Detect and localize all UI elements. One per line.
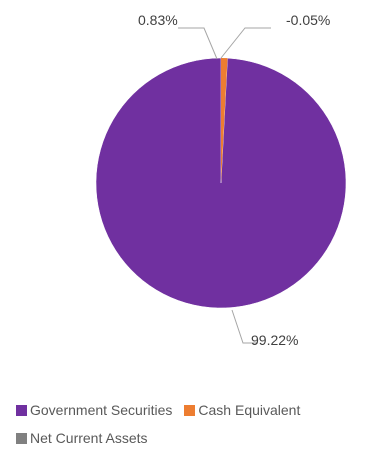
pie-slice-net-current-assets <box>221 58 228 183</box>
data-label-net-current-assets: -0.05% <box>286 12 330 28</box>
legend-label: Government Securities <box>30 402 173 418</box>
legend-swatch <box>16 404 27 416</box>
legend-item-cash-equivalent: Cash Equivalent <box>184 402 300 418</box>
legend-item-net-current-assets: Net Current Assets <box>16 430 148 446</box>
legend-label: Net Current Assets <box>30 430 148 446</box>
leader-line-net-current-assets <box>220 27 271 59</box>
legend-swatch <box>16 432 27 444</box>
pie-slice-government-securities <box>95 57 347 309</box>
leader-line-government-securities <box>231 309 258 344</box>
data-label-cash-equivalent: 0.83% <box>138 12 178 28</box>
legend-item-government-securities: Government Securities <box>16 402 172 418</box>
data-label-government-securities: 99.22% <box>251 332 298 348</box>
legend-label: Cash Equivalent <box>198 402 301 418</box>
legend-swatch <box>184 404 196 416</box>
leader-line-cash-equivalent <box>178 27 218 60</box>
pie-slice-cash-equivalent <box>221 58 228 183</box>
chart-legend: Government Securities Cash Equivalent Net … <box>16 402 370 446</box>
